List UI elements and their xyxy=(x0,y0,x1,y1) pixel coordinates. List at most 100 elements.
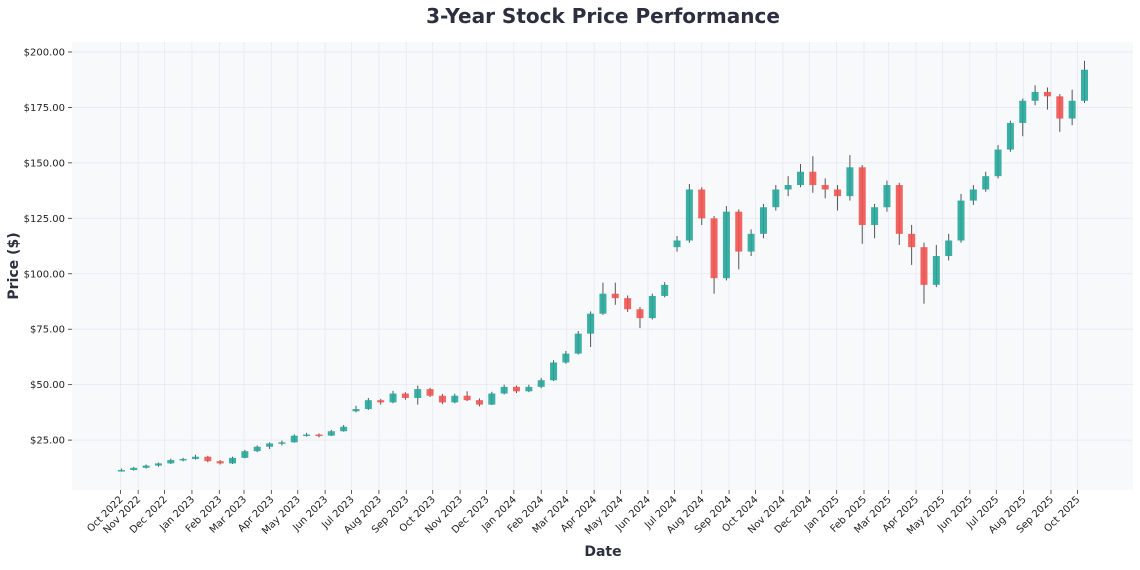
candle xyxy=(636,307,644,329)
candle-body xyxy=(759,207,767,234)
candle-body xyxy=(389,393,397,403)
y-tick-label: $75.00 xyxy=(30,325,65,336)
candle xyxy=(500,384,508,395)
candle xyxy=(587,311,595,347)
candle-body xyxy=(821,185,829,190)
y-tick-label: $25.00 xyxy=(30,436,65,447)
candle xyxy=(167,458,175,465)
candle-body xyxy=(475,400,483,405)
candle-body xyxy=(747,233,755,252)
candle xyxy=(488,391,496,406)
candle-body xyxy=(982,176,990,190)
candle xyxy=(624,295,632,312)
candle-body xyxy=(710,218,718,279)
candle xyxy=(895,182,903,245)
candle-body xyxy=(1006,122,1014,150)
candle-body xyxy=(352,409,360,412)
candle xyxy=(389,390,397,404)
candle-body xyxy=(1068,100,1076,119)
candle-body xyxy=(463,395,471,401)
candle-body xyxy=(883,185,891,208)
candle xyxy=(710,216,718,294)
candle-body xyxy=(624,298,632,310)
candle-body xyxy=(377,400,385,403)
y-tick-label: $125.00 xyxy=(24,214,65,225)
candle xyxy=(932,244,940,288)
candle-body xyxy=(920,247,928,285)
candle xyxy=(117,468,125,472)
candle xyxy=(722,206,730,281)
candle xyxy=(525,384,533,393)
candle xyxy=(883,180,891,212)
candle xyxy=(1006,120,1014,152)
candle xyxy=(574,330,582,355)
candle-body xyxy=(648,295,656,319)
candle xyxy=(414,385,422,405)
candle-body xyxy=(895,185,903,234)
candle-body xyxy=(784,185,792,190)
candle xyxy=(772,185,780,211)
candle xyxy=(562,350,570,364)
candle-body xyxy=(858,167,866,225)
y-tick-label: $200.00 xyxy=(24,47,65,58)
candle xyxy=(1080,60,1088,103)
candle xyxy=(685,183,693,243)
candle xyxy=(747,229,755,257)
candle xyxy=(834,185,842,211)
candle-body xyxy=(722,211,730,279)
candle-body xyxy=(130,467,138,471)
candle-body xyxy=(871,207,879,225)
candle xyxy=(945,233,953,261)
candle-body xyxy=(945,240,953,257)
candle-body xyxy=(1080,69,1088,101)
candle-body xyxy=(290,435,298,443)
candle-body xyxy=(451,395,459,403)
candle-body xyxy=(500,386,508,394)
candle xyxy=(809,156,817,193)
candle-body xyxy=(327,431,335,436)
candle-body xyxy=(599,293,607,314)
candle xyxy=(352,405,360,413)
candle-body xyxy=(216,461,224,464)
candle-body xyxy=(278,442,286,444)
candle-body xyxy=(364,400,372,410)
candle xyxy=(253,445,261,453)
candle xyxy=(920,242,928,304)
candle-body xyxy=(204,456,212,462)
candle-body xyxy=(550,362,558,381)
candle-body xyxy=(969,189,977,201)
grid-lines xyxy=(72,42,1133,490)
candle-body xyxy=(957,200,965,241)
candle-body xyxy=(426,389,434,396)
y-axis: $25.00 $50.00 $75.00 $100.00 $125.00 $150.00 $… xyxy=(24,47,72,447)
candle-body xyxy=(191,456,199,459)
candle xyxy=(426,387,434,398)
candle xyxy=(821,178,829,199)
candle-body xyxy=(315,434,323,437)
candle xyxy=(735,209,743,270)
candle xyxy=(204,455,212,463)
candle xyxy=(327,429,335,437)
candle xyxy=(784,176,792,197)
candle-body xyxy=(303,434,311,437)
candle xyxy=(364,397,372,410)
x-axis-label: Date xyxy=(584,544,621,560)
candle-body xyxy=(636,309,644,319)
candle xyxy=(661,282,669,298)
candle-body xyxy=(241,451,249,458)
candle xyxy=(858,165,866,244)
candle xyxy=(673,236,681,252)
candle-body xyxy=(673,240,681,248)
candle-body xyxy=(525,386,533,392)
y-tick-label: $150.00 xyxy=(24,158,65,169)
candle xyxy=(266,442,274,449)
y-tick-label: $100.00 xyxy=(24,269,65,280)
chart-title: 3-Year Stock Price Performance xyxy=(426,4,780,28)
candle xyxy=(698,187,706,225)
candle-body xyxy=(142,465,150,468)
candle-body xyxy=(772,189,780,208)
candle xyxy=(611,282,619,305)
candle xyxy=(377,398,385,405)
candle-body xyxy=(154,463,162,466)
